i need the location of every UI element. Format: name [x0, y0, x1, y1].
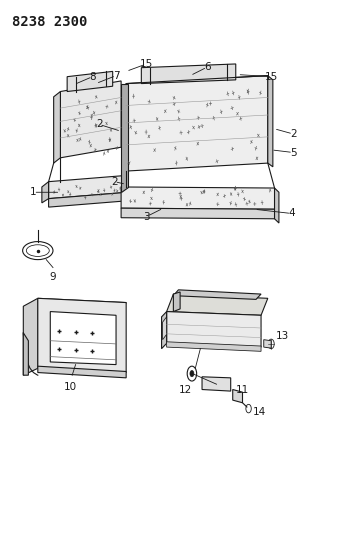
- Polygon shape: [50, 312, 116, 365]
- Text: 10: 10: [64, 382, 77, 392]
- Polygon shape: [61, 81, 121, 158]
- Polygon shape: [167, 312, 261, 347]
- Text: 6: 6: [204, 62, 210, 72]
- Polygon shape: [49, 192, 128, 207]
- Polygon shape: [54, 92, 61, 163]
- Polygon shape: [67, 71, 113, 92]
- Polygon shape: [162, 312, 167, 349]
- Polygon shape: [42, 182, 49, 203]
- Polygon shape: [38, 366, 126, 378]
- Polygon shape: [163, 317, 167, 340]
- Polygon shape: [141, 64, 236, 84]
- Text: 15: 15: [140, 59, 153, 69]
- Polygon shape: [173, 292, 180, 312]
- Polygon shape: [233, 390, 242, 403]
- Text: 4: 4: [288, 208, 295, 219]
- Polygon shape: [49, 175, 128, 199]
- Text: 11: 11: [235, 384, 249, 394]
- Text: 13: 13: [276, 332, 289, 342]
- Polygon shape: [23, 298, 38, 375]
- Polygon shape: [38, 298, 126, 373]
- Polygon shape: [37, 298, 126, 307]
- Polygon shape: [268, 76, 273, 167]
- Polygon shape: [173, 290, 261, 300]
- Text: 9: 9: [50, 272, 56, 282]
- Text: 2: 2: [290, 129, 296, 139]
- Text: 14: 14: [253, 407, 266, 417]
- Text: 7: 7: [113, 70, 119, 80]
- Text: 1: 1: [30, 187, 37, 197]
- Circle shape: [190, 370, 194, 377]
- Text: 2: 2: [111, 176, 118, 187]
- Polygon shape: [167, 342, 261, 351]
- Text: 12: 12: [178, 385, 192, 395]
- Text: 8: 8: [89, 71, 96, 82]
- Text: 3: 3: [143, 212, 150, 222]
- Polygon shape: [121, 187, 274, 209]
- Text: 8238 2300: 8238 2300: [12, 14, 87, 29]
- Polygon shape: [23, 333, 28, 375]
- Polygon shape: [202, 377, 231, 391]
- Polygon shape: [121, 84, 128, 192]
- Text: 5: 5: [290, 148, 296, 158]
- Polygon shape: [167, 294, 268, 316]
- Polygon shape: [126, 76, 268, 171]
- Text: 15: 15: [265, 71, 278, 82]
- Polygon shape: [264, 340, 271, 348]
- Polygon shape: [274, 188, 279, 223]
- Polygon shape: [121, 208, 274, 219]
- Text: 2: 2: [96, 119, 102, 130]
